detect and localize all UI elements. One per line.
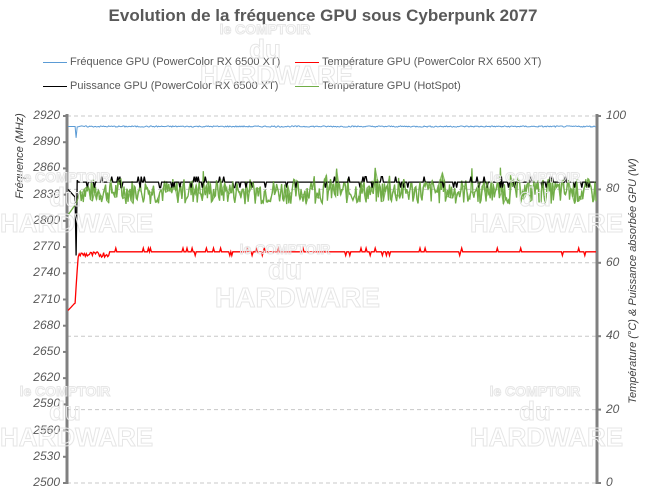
y-tick-label: 2710 [33,291,60,306]
chart-title: Evolution de la fréquence GPU sous Cyber… [108,6,538,25]
y-tick-label: 2920 [33,108,60,122]
series-gpu-temperature [67,245,596,311]
legend-line-icon [295,85,319,87]
y-tick-label: 2860 [33,160,60,175]
y-tick-label: 2590 [33,396,60,411]
y-tick-label: 2530 [33,448,60,463]
legend-item-hotspot: Température GPU (HotSpot) [295,80,461,92]
legend-label: Température GPU (PowerColor RX 6500 XT) [322,56,542,68]
y-tick-label: 40 [606,328,620,343]
series-gpu-frequency [68,125,597,138]
legend-item-frequency: Fréquence GPU (PowerColor RX 6500 XT) [43,56,280,68]
legend-label: Puissance GPU (PowerColor RX 6500 XT) [70,80,279,92]
y-tick-label: 100 [606,108,627,122]
legend-item-temperature: Température GPU (PowerColor RX 6500 XT) [295,56,541,68]
y-tick-label: 2890 [33,134,60,149]
y-tick-label: 2620 [33,370,60,385]
y-tick-label: 0 [606,475,613,489]
y-tick-label: 20 [606,401,620,416]
y-tick-label: 2560 [33,422,60,437]
legend-line-icon [43,85,67,87]
y-tick-label: 2740 [33,265,60,280]
y-tick-label: 80 [606,181,620,196]
legend-item-power: Puissance GPU (PowerColor RX 6500 XT) [43,80,278,92]
y-tick-label: 2500 [33,475,60,489]
y-tick-label: 60 [606,254,620,269]
legend-label: Fréquence GPU (PowerColor RX 6500 XT) [70,56,281,68]
y-tick-label: 2830 [33,186,60,201]
series-gpu-power [67,175,596,256]
y-tick-label: 2650 [33,343,60,358]
y-tick-label: 2680 [33,317,60,332]
y-tick-label: 2770 [33,239,60,254]
y-tick-label: 2800 [33,212,60,227]
series-hotspot-temperature [67,167,597,216]
legend-line-icon [43,61,67,63]
legend-label: Température GPU (HotSpot) [322,80,461,92]
legend-line-icon [295,61,319,63]
